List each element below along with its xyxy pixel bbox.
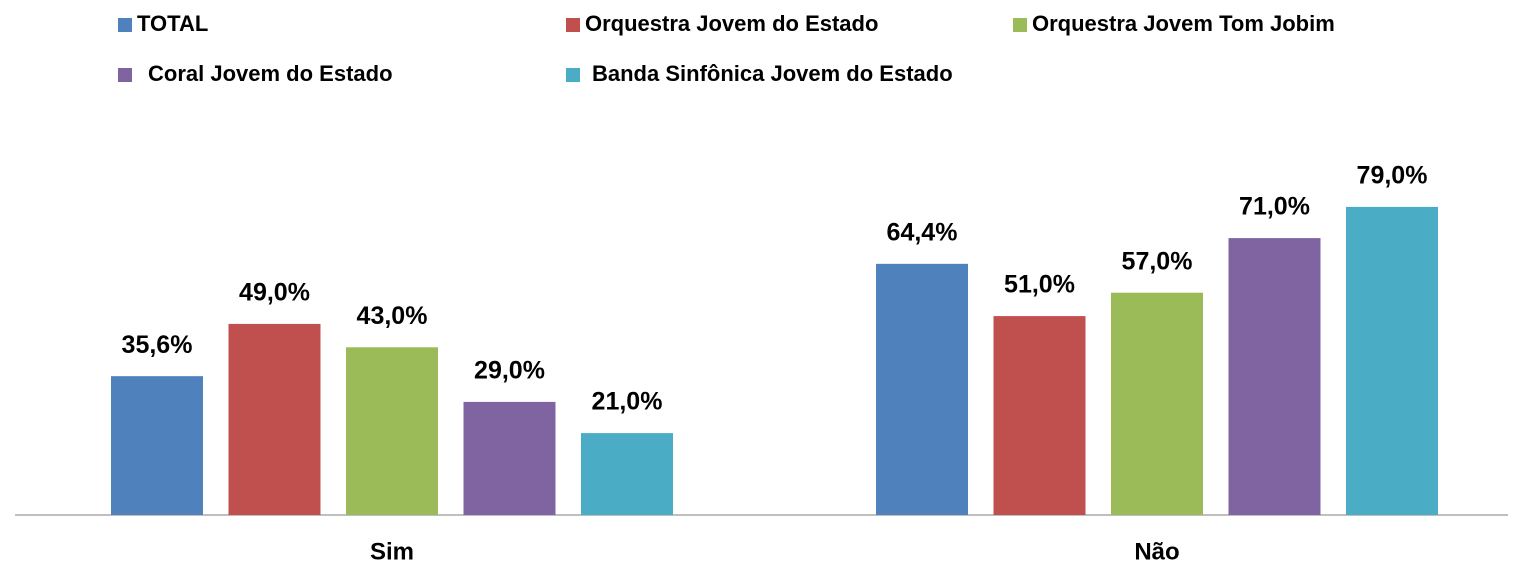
bar bbox=[1228, 238, 1321, 515]
value-label: 57,0% bbox=[1122, 247, 1193, 275]
bar bbox=[463, 401, 556, 515]
bar bbox=[228, 323, 321, 515]
x-tick-label: Não bbox=[1134, 538, 1179, 561]
value-label: 79,0% bbox=[1357, 162, 1428, 190]
bar bbox=[1346, 206, 1438, 515]
bar bbox=[346, 347, 438, 515]
legend-label: Coral Jovem do Estado bbox=[148, 61, 393, 86]
legend-label: TOTAL bbox=[137, 11, 208, 36]
legend-swatch bbox=[1013, 18, 1027, 32]
legend-label: Orquestra Jovem do Estado bbox=[585, 11, 878, 36]
legend-label: Banda Sinfônica Jovem do Estado bbox=[592, 61, 953, 86]
value-label: 43,0% bbox=[357, 302, 428, 330]
bar bbox=[876, 263, 968, 515]
value-label: 51,0% bbox=[1004, 271, 1075, 299]
value-label: 35,6% bbox=[122, 331, 193, 359]
value-label: 71,0% bbox=[1239, 193, 1310, 221]
value-label: 64,4% bbox=[887, 218, 958, 246]
legend-swatch bbox=[566, 68, 580, 82]
bar bbox=[111, 376, 203, 515]
value-label: 21,0% bbox=[592, 388, 663, 416]
bar bbox=[993, 316, 1086, 515]
value-label: 29,0% bbox=[474, 357, 545, 385]
legend-swatch bbox=[118, 18, 132, 32]
x-tick-label: Sim bbox=[370, 538, 414, 561]
legend-swatch bbox=[118, 68, 132, 82]
bar bbox=[1111, 292, 1203, 515]
bar bbox=[581, 433, 673, 515]
legend-label: Orquestra Jovem Tom Jobim bbox=[1032, 11, 1335, 36]
value-label: 49,0% bbox=[239, 279, 310, 307]
legend-swatch bbox=[566, 18, 580, 32]
